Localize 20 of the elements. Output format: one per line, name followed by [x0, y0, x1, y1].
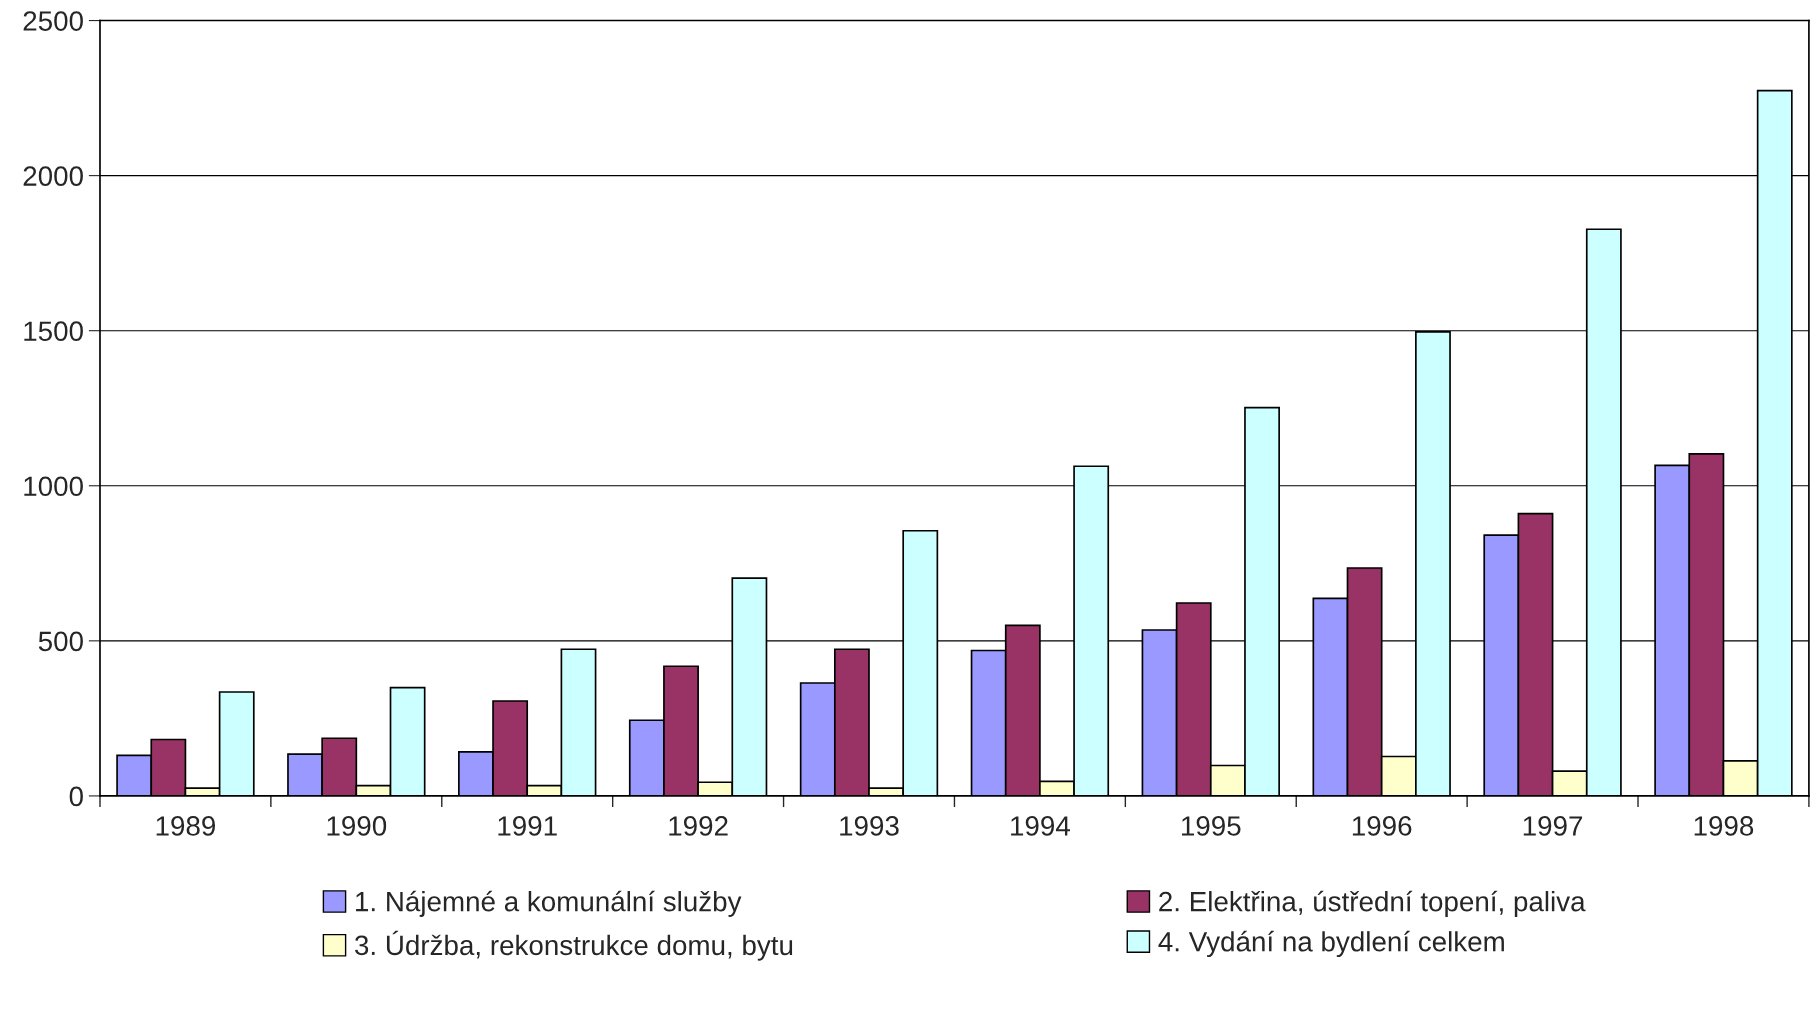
legend-label: 2. Elektřina, ústřední topení, paliva [1159, 890, 1586, 917]
x-tick-label: 1994 [1011, 816, 1070, 836]
y-tick-label: 2500 [23, 11, 83, 31]
y-tick-label: 1500 [24, 321, 83, 342]
y-tick-label: 500 [38, 631, 83, 652]
legend-label: 3. Údržba, rekonstrukce domu, bytu [355, 930, 793, 961]
x-tick-label: 1995 [1182, 816, 1241, 836]
legend-label: 4. Vydání na bydlení celkem [1158, 930, 1504, 958]
x-tick-label: 1993 [840, 816, 899, 836]
y-tick-label: 0 [69, 786, 83, 807]
x-tick-label: 1992 [669, 816, 728, 836]
y-tick-label: 1000 [24, 476, 83, 497]
x-tick-label: 1989 [156, 816, 216, 836]
x-tick-label: 1998 [1694, 816, 1754, 836]
legend-label: 1. Nájemné a komunální služby [356, 890, 742, 917]
x-tick-label: 1991 [498, 816, 557, 836]
x-tick-label: 1990 [327, 816, 387, 836]
x-tick-label: 1996 [1352, 816, 1412, 836]
x-tick-label: 1997 [1523, 816, 1583, 836]
y-tick-label: 2000 [23, 166, 83, 186]
